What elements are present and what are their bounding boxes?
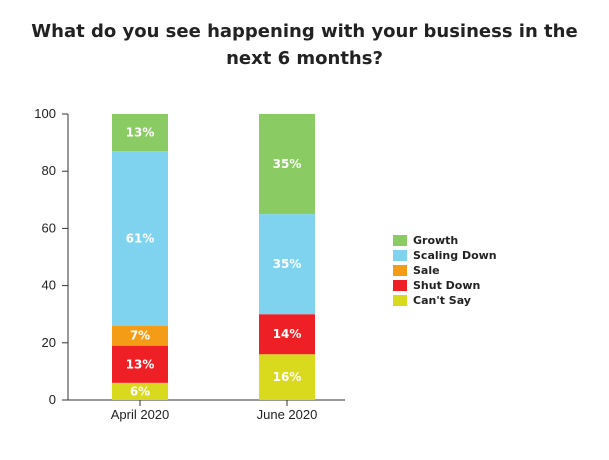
bar-segment <box>259 354 315 400</box>
bar-data-label: 13% <box>126 126 155 140</box>
legend-label: Scaling Down <box>413 249 497 262</box>
y-tick-label: 100 <box>34 106 56 121</box>
legend-label: Can't Say <box>413 294 471 307</box>
bar-segment <box>112 151 168 326</box>
legend-swatch <box>393 295 407 306</box>
legend-swatch <box>393 280 407 291</box>
bar-segment <box>112 114 168 152</box>
legend-label: Shut Down <box>413 279 481 292</box>
legend-item: Growth <box>393 233 497 248</box>
chart-title: What do you see happening with your busi… <box>0 18 609 72</box>
legend-swatch <box>393 250 407 261</box>
bar-data-label: 16% <box>273 370 302 384</box>
legend-item: Scaling Down <box>393 248 497 263</box>
legend: Growth Scaling Down Sale Shut Down Can't Say <box>393 233 497 308</box>
bar-segment <box>259 114 315 215</box>
legend-item: Can't Say <box>393 293 497 308</box>
bar-segment <box>112 345 168 383</box>
bar-data-label: 7% <box>130 329 150 343</box>
bar-data-label: 35% <box>273 157 302 171</box>
bar-segment <box>259 314 315 355</box>
bar-segment <box>112 382 168 400</box>
x-category-label: June 2020 <box>257 407 318 422</box>
data-labels: 6% 13% 7% 61% 13% 16% 14% 35% 35% <box>126 126 302 399</box>
y-tick-label: 80 <box>42 163 56 178</box>
bar-data-label: 35% <box>273 257 302 271</box>
legend-label: Growth <box>413 234 459 247</box>
y-tick-label: 0 <box>49 392 56 407</box>
legend-item: Shut Down <box>393 278 497 293</box>
legend-swatch <box>393 265 407 276</box>
legend-item: Sale <box>393 263 497 278</box>
legend-label: Sale <box>413 264 440 277</box>
x-category-label: April 2020 <box>111 407 170 422</box>
bar-data-label: 13% <box>126 357 155 371</box>
legend-swatch <box>393 235 407 246</box>
bar-data-label: 61% <box>126 231 155 245</box>
chart-title-line-2: next 6 months? <box>226 48 383 69</box>
y-tick-label: 60 <box>42 220 56 235</box>
y-tick-label: 40 <box>42 278 56 293</box>
y-tick-label: 20 <box>42 335 56 350</box>
chart-title-line-1: What do you see happening with your busi… <box>31 21 578 42</box>
bar-segment <box>259 214 315 315</box>
bar-data-label: 14% <box>273 327 302 341</box>
bar-segment <box>112 325 168 346</box>
bars <box>112 114 315 400</box>
bar-data-label: 6% <box>130 384 150 398</box>
